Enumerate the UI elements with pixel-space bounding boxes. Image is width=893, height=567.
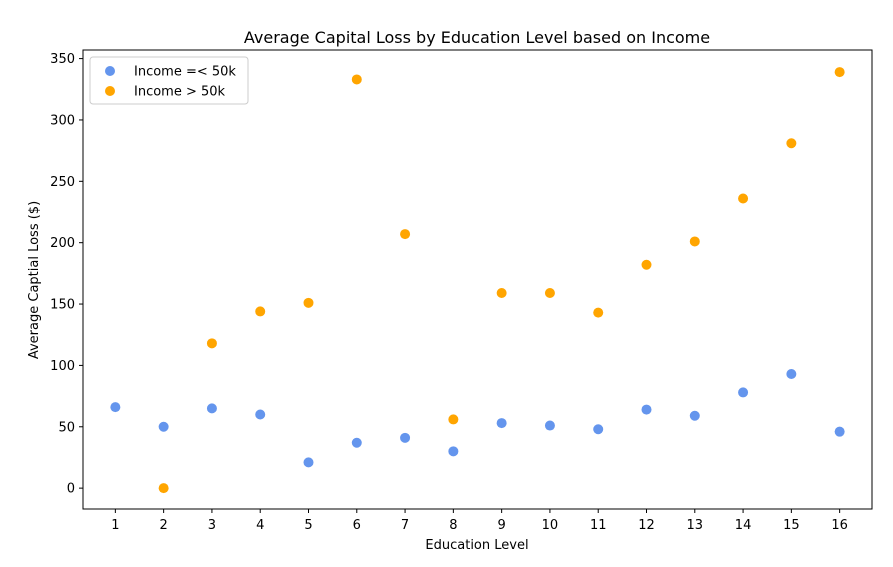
legend: Income =< 50k Income > 50k (89, 56, 249, 105)
series-0-point (255, 409, 266, 420)
x-tick-label: 3 (208, 518, 216, 533)
series-0-point (206, 403, 217, 414)
y-tick-label: 250 (50, 175, 75, 190)
series-1-point (158, 483, 169, 494)
series-1-point (496, 288, 507, 298)
x-tick-label: 4 (256, 518, 264, 533)
series-0-point (303, 457, 314, 468)
y-tick-label: 100 (50, 359, 75, 374)
series-0-point (834, 426, 845, 437)
x-tick-label: 6 (353, 518, 361, 533)
series-0-point (158, 421, 169, 432)
x-tick-label: 2 (159, 518, 167, 533)
y-tick-label: 350 (50, 52, 75, 67)
legend-marker (105, 66, 115, 76)
x-axis: 1 2 3 4 5 6 7 8 9 10 11 12 13 14 15 16 (111, 509, 848, 533)
y-tick-label: 0 (67, 482, 75, 497)
series-1-point (255, 306, 266, 317)
series-1-point (593, 307, 604, 318)
x-tick-label: 15 (783, 518, 800, 533)
x-tick-label: 9 (498, 518, 506, 533)
series-0-point (641, 404, 652, 415)
series-1-point (303, 297, 314, 308)
x-tick-label: 5 (304, 518, 312, 533)
series-1-point (834, 67, 845, 78)
x-tick-label: 1 (111, 518, 119, 533)
series-1-point (351, 74, 362, 85)
series-1-point (206, 338, 217, 349)
series-1-point (786, 138, 797, 149)
x-tick-label: 10 (542, 518, 559, 533)
x-tick-label: 13 (687, 518, 704, 533)
legend-box (89, 56, 249, 105)
y-tick-label: 150 (50, 298, 75, 313)
x-tick-label: 14 (735, 518, 752, 533)
y-axis: 0 50 100 150 200 250 300 350 (50, 52, 83, 497)
x-tick-label: 8 (449, 518, 457, 533)
series-0-point (496, 418, 507, 429)
series-0-point (400, 432, 411, 443)
series-0-point (593, 424, 604, 435)
x-tick-label: 16 (831, 518, 848, 533)
x-tick-label: 12 (638, 518, 655, 533)
series-1-point (448, 414, 459, 425)
legend-entry: Income =< 50k (134, 65, 236, 80)
series-0-point (351, 437, 362, 448)
series-0-point (448, 446, 459, 457)
x-tick-label: 7 (401, 518, 409, 533)
series-1-point (544, 288, 555, 298)
series-1-point (641, 259, 652, 270)
series-0-point (544, 420, 555, 431)
legend-entry: Income > 50k (134, 85, 226, 100)
series-0-point (738, 387, 749, 398)
series-1-point (738, 193, 749, 204)
series-0-point (110, 402, 121, 413)
legend-marker (105, 86, 115, 96)
y-tick-label: 200 (50, 236, 75, 251)
y-tick-label: 50 (58, 420, 75, 435)
x-tick-label: 11 (590, 518, 607, 533)
chart-title: Average Capital Loss by Education Level … (244, 28, 710, 47)
y-tick-label: 300 (50, 113, 75, 128)
series-1-point (689, 236, 700, 247)
series-1-point (400, 229, 411, 240)
series-0-point (786, 369, 797, 379)
x-axis-label: Education Level (425, 538, 528, 553)
series-0-point (689, 410, 700, 421)
y-axis-label: Average Captial Loss ($) (27, 201, 42, 359)
data-points (110, 67, 845, 494)
plot-area (82, 49, 873, 510)
